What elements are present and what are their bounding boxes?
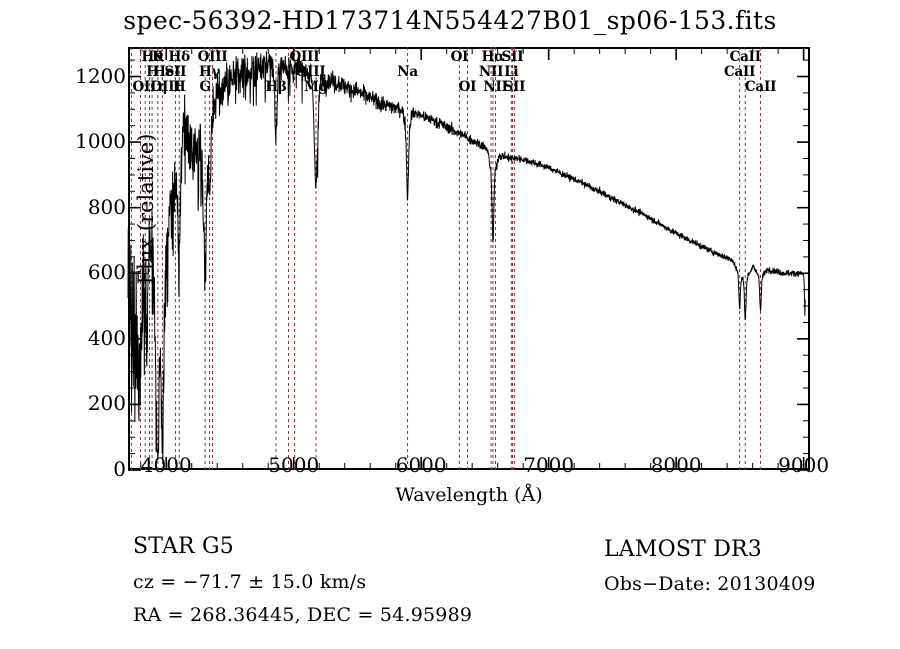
- spectral-line-label: SII: [164, 64, 187, 80]
- radial-velocity-label: cz = −71.7 ± 15.0 km/s: [133, 571, 367, 593]
- spectral-line-label: CaII: [723, 64, 756, 80]
- spectral-line-label: Hθ: [141, 49, 163, 65]
- survey-label: LAMOST DR3: [604, 537, 762, 562]
- spectral-line-label: CaII: [729, 49, 762, 65]
- page-title: spec-56392-HD173714N554427B01_sp06-153.f…: [123, 6, 777, 35]
- y-tick-label: 600: [87, 260, 126, 285]
- x-tick-label: 5000: [268, 453, 320, 477]
- spectral-line-label: H: [172, 79, 186, 95]
- y-tick-label: 1000: [75, 129, 126, 154]
- x-tick-label: 9000: [778, 453, 830, 477]
- coordinates-label: RA = 268.36445, DEC = 54.95989: [133, 604, 473, 626]
- spectral-line-label: OIII: [295, 64, 326, 80]
- obs-date-label: Obs−Date: 20130409: [604, 573, 816, 595]
- spectrum-trace: [128, 51, 805, 460]
- spectral-line-label: OII: [132, 79, 157, 95]
- y-tick-label: 200: [87, 391, 126, 416]
- spectral-line-label: NII: [478, 64, 504, 80]
- y-tick-label: 400: [87, 325, 126, 350]
- spectral-line-label: Li: [504, 64, 519, 80]
- spectral-line-label: NII: [483, 79, 508, 95]
- y-tick-label: 0: [113, 457, 126, 481]
- spectral-line-label: OIII: [150, 79, 181, 95]
- spectral-line-label: Hδ: [168, 49, 191, 65]
- spectral-line-label: OIII: [197, 49, 228, 65]
- spectral-line-label: OI: [458, 79, 477, 95]
- spectral-line-label: OIII: [289, 49, 320, 65]
- spectral-line-label: K: [152, 49, 164, 65]
- y-tick-label: 800: [87, 194, 126, 219]
- spectral-line-label: G: [199, 79, 211, 95]
- spectral-line-label: Na: [397, 64, 418, 80]
- x-tick-label: 8000: [650, 453, 702, 477]
- spectral-line-label: OI: [450, 49, 469, 65]
- x-tick-label: 4000: [140, 453, 192, 477]
- spectral-line-label: Hβ: [265, 79, 287, 95]
- spectral-line-label: Mg: [304, 79, 329, 95]
- line-markers: [131, 47, 760, 470]
- spectral-line-label: H: [146, 64, 159, 80]
- spectral-line-label: Hγ: [198, 64, 221, 80]
- x-tick-label: 6000: [395, 453, 447, 477]
- x-tick-label: 7000: [523, 453, 575, 477]
- spectral-line-label: CaII: [744, 79, 777, 95]
- x-axis-label: Wavelength (Å): [395, 484, 543, 506]
- plot-area: 0 200 400 600 800 1000 1200 4000 5000 6000 7000 80…: [75, 47, 829, 506]
- spectral-line-label: SII: [503, 79, 526, 95]
- spectral-line-label: SII: [501, 49, 524, 65]
- object-type-label: STAR G5: [133, 534, 234, 559]
- spectral-line-label: HeI: [153, 64, 181, 80]
- spectral-line-label: η: [157, 79, 168, 95]
- axis-ticks: [128, 47, 810, 470]
- spectral-line-label: Hα: [481, 49, 505, 65]
- spectrum-canvas: [128, 47, 810, 470]
- y-tick-label: 1200: [75, 63, 126, 88]
- spectrum-svg: [128, 47, 810, 470]
- y-axis-label: Flux (relative): [134, 133, 158, 285]
